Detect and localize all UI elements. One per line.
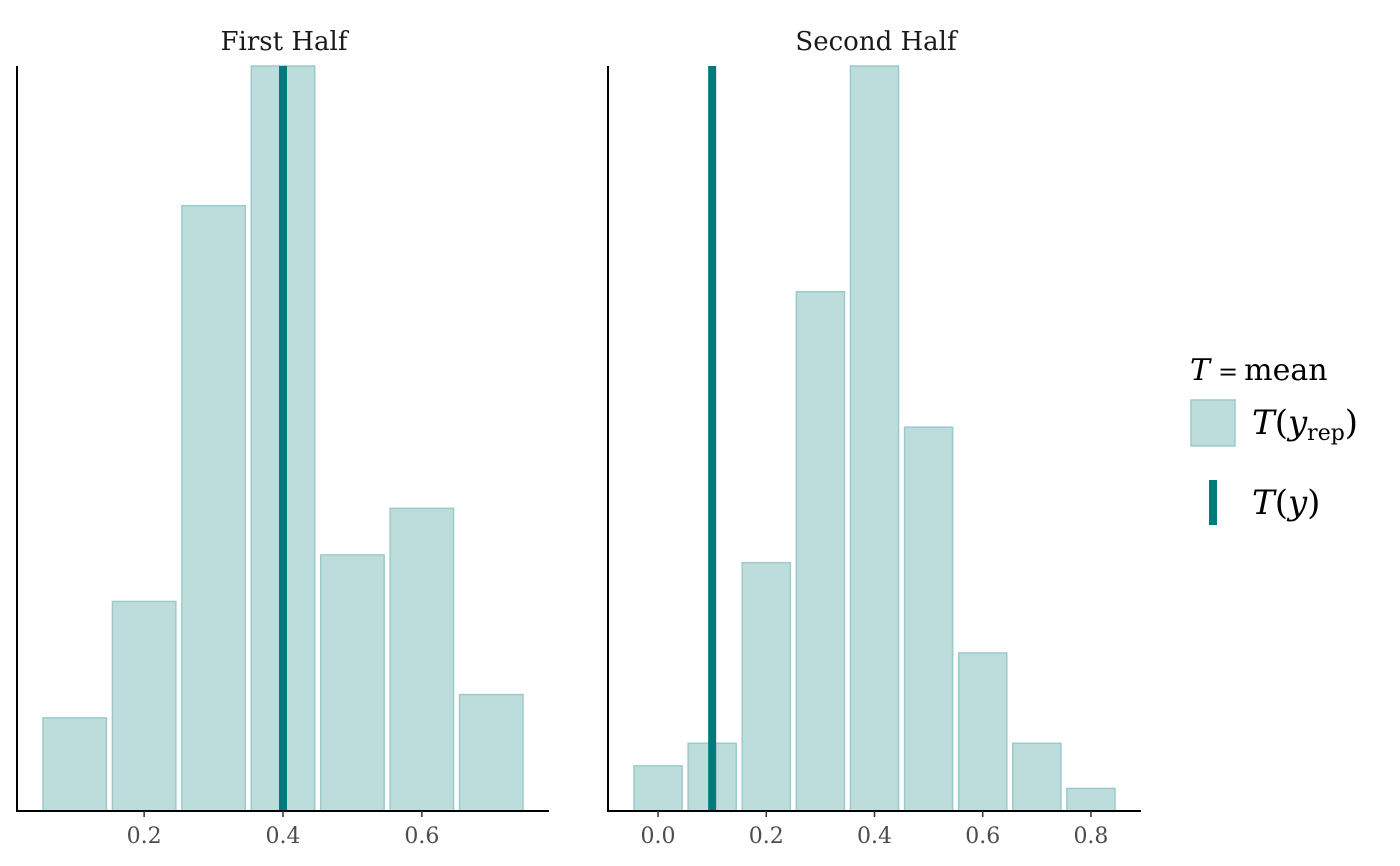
legend-title-var: T [1190,353,1212,388]
histogram-bar-first-half-3 [181,204,247,812]
legend-label-replicated: T(yrep) [1252,403,1358,446]
legend-title-eq: = [1218,358,1238,386]
histogram-bar-first-half-5 [319,554,385,812]
legend-label-observed: T(y) [1252,483,1320,523]
histogram-bar-second-half-1 [633,765,683,812]
histogram-bar-second-half-9 [1066,787,1116,812]
x-tick-label-first-half: 0.6 [404,824,439,849]
facet-title-first-half: First Half [221,27,350,57]
histogram-first-half [42,65,524,812]
histogram-bar-first-half-2 [111,600,177,812]
panel-first-half: First Half 0.2 0.4 0.6 [16,27,549,849]
legend-title: T = mean [1190,353,1328,388]
x-ticks-first-half: 0.2 0.4 0.6 [127,811,439,849]
x-tick-label-first-half: 0.2 [127,824,162,849]
histogram-bar-second-half-4 [795,291,846,812]
x-tick-label-second-half: 0.6 [965,824,1000,849]
panel-second-half: Second Half 0.0 0.2 0.4 0.6 0.8 [607,27,1141,849]
facet-title-second-half: Second Half [795,27,959,57]
legend-title-stat: mean [1244,353,1327,388]
x-tick-label-second-half: 0.2 [749,824,784,849]
histogram-bar-second-half-8 [1012,742,1062,812]
x-tick-label-second-half: 0.0 [641,824,676,849]
histogram-bar-second-half-5 [849,65,900,812]
legend-key-observed [1209,480,1217,525]
histogram-bar-second-half-7 [957,652,1008,812]
histogram-bar-first-half-1 [42,717,108,812]
observed-line-first-half [279,66,287,811]
x-tick-label-first-half: 0.4 [266,824,301,849]
histogram-bar-first-half-7 [458,693,524,812]
histogram-bar-second-half-6 [903,426,954,812]
x-tick-label-second-half: 0.4 [857,824,892,849]
histogram-second-half [633,65,1116,812]
x-tick-label-second-half: 0.8 [1073,824,1108,849]
legend-key-replicated [1190,399,1236,447]
legend: T = mean T(yrep) T(y) [1190,353,1358,525]
histogram-bar-first-half-6 [389,507,455,812]
observed-line-second-half [708,66,717,811]
x-ticks-second-half: 0.0 0.2 0.4 0.6 0.8 [641,811,1108,849]
histogram-bar-second-half-3 [741,561,792,812]
